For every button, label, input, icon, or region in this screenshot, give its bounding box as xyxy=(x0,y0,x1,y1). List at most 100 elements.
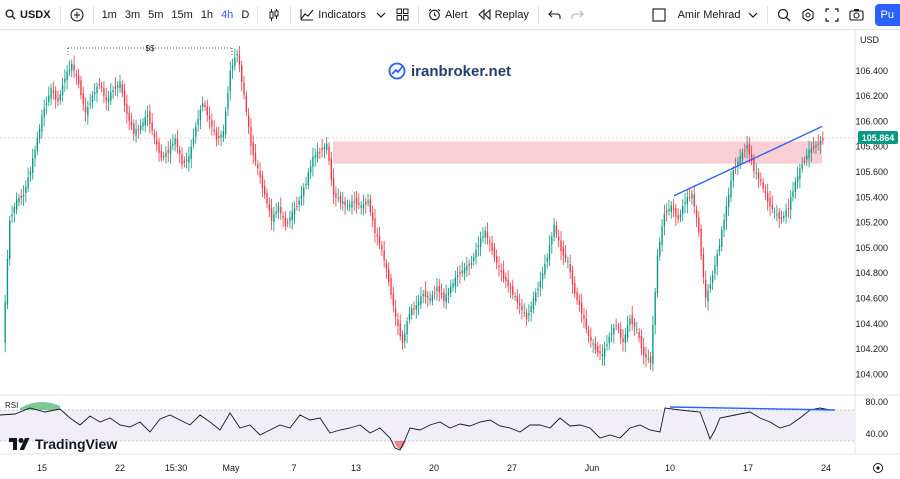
candle-body xyxy=(348,204,351,207)
candle-body xyxy=(638,332,640,339)
candle-body xyxy=(392,293,395,306)
layout-select[interactable]: Amir Mehrad xyxy=(647,0,763,30)
range-annotation[interactable]: $$ xyxy=(67,44,233,56)
candle-body xyxy=(523,312,525,314)
candle-body xyxy=(185,159,188,162)
candle-body xyxy=(34,149,36,159)
candle-body xyxy=(319,151,321,153)
settings-button[interactable] xyxy=(796,0,820,30)
candle-body xyxy=(367,200,369,203)
candle-body xyxy=(337,197,339,199)
candle-body xyxy=(700,228,702,256)
time-tick: 22 xyxy=(115,463,125,473)
candle-body xyxy=(748,143,751,155)
tradingview-logo[interactable]: TradingView xyxy=(8,436,117,452)
timeframe-4h[interactable]: 4h xyxy=(221,8,234,21)
timeframe-1m[interactable]: 1m xyxy=(101,8,117,21)
candle-body xyxy=(773,211,776,213)
time-axis[interactable]: 15 22 15:30 May 7 13 20 27 Jun 10 17 24 xyxy=(0,453,900,473)
rsi-indicator-label[interactable]: RSI xyxy=(5,401,19,410)
time-tick: 24 xyxy=(821,463,831,473)
candle-body xyxy=(518,303,521,306)
time-tick: 15 xyxy=(37,463,47,473)
timeframe-15m[interactable]: 15m xyxy=(171,8,193,21)
candle-body xyxy=(107,97,110,102)
quick-search-button[interactable] xyxy=(772,0,796,30)
timeframe-3m[interactable]: 3m xyxy=(124,8,141,21)
scale-settings-icon[interactable] xyxy=(873,463,883,473)
time-tick: May xyxy=(222,463,240,473)
compare-button[interactable] xyxy=(65,0,89,30)
candle-body xyxy=(139,125,142,131)
candle-body xyxy=(482,236,484,239)
candle-body xyxy=(277,206,280,213)
candle-body xyxy=(661,226,663,245)
gear-icon xyxy=(801,7,814,22)
candle-body xyxy=(615,325,617,327)
candle-body xyxy=(456,275,459,278)
watermark: iranbroker.net xyxy=(388,62,511,80)
candle-body xyxy=(776,214,778,216)
candle-body xyxy=(790,197,792,210)
candle-body xyxy=(254,153,257,162)
currency-label[interactable]: USD xyxy=(860,35,880,45)
resistance-zone[interactable] xyxy=(333,141,822,164)
indicators-label: Indicators xyxy=(318,8,366,21)
candle-body xyxy=(801,164,803,169)
price-scale[interactable]: 106.400 106.200 106.000 105.800 105.600 … xyxy=(854,30,888,454)
user-name: Amir Mehrad xyxy=(677,8,741,21)
chart-type-button[interactable] xyxy=(262,0,286,30)
time-tick: 10 xyxy=(665,463,675,473)
candle-body xyxy=(135,129,137,136)
candle-body xyxy=(769,197,771,207)
indicators-button[interactable]: Indicators xyxy=(295,0,371,30)
candle-body xyxy=(585,318,587,330)
candle-body xyxy=(45,103,48,106)
alarm-clock-icon xyxy=(428,8,441,21)
indicators-templates-button[interactable] xyxy=(371,0,391,30)
replay-button[interactable]: Replay xyxy=(473,0,534,30)
candle-body xyxy=(71,63,73,71)
trendline[interactable] xyxy=(673,125,823,197)
candle-body xyxy=(73,64,75,71)
candle-body xyxy=(744,150,746,152)
candle-body xyxy=(514,296,516,298)
layouts-button[interactable] xyxy=(391,0,414,30)
timeframe-1h[interactable]: 1h xyxy=(200,8,214,21)
top-toolbar: USDX 1m 3m 5m 15m 1h 4h D Indicators Alert Rep… xyxy=(0,0,900,30)
candle-body xyxy=(548,244,551,260)
candle-body xyxy=(714,265,716,274)
candle-body xyxy=(66,71,68,81)
candle-body xyxy=(43,108,45,117)
snapshot-button[interactable] xyxy=(844,0,869,30)
price-pane[interactable]: $$ xyxy=(0,44,855,372)
rsi-tick: 80.00 xyxy=(865,397,888,407)
symbol-search[interactable]: USDX xyxy=(0,0,56,30)
timeframe-5m[interactable]: 5m xyxy=(148,8,164,21)
candle-body xyxy=(587,329,590,336)
candle-body xyxy=(339,195,342,203)
chart-canvas[interactable]: $$ 106.400 106.200 106.000 105.800 105.6… xyxy=(0,30,900,479)
candle-body xyxy=(4,301,6,343)
candle-body xyxy=(755,172,757,174)
undo-button[interactable] xyxy=(543,0,566,30)
candle-body xyxy=(571,269,574,285)
candle-body xyxy=(197,119,199,126)
redo-button[interactable] xyxy=(566,0,589,30)
rsi-pane[interactable]: 80.00 40.00 xyxy=(0,394,900,451)
alert-button[interactable]: Alert xyxy=(423,0,473,30)
candle-body xyxy=(257,164,259,169)
candle-body xyxy=(227,92,229,110)
candle-body xyxy=(378,236,381,245)
candle-body xyxy=(473,257,475,262)
rsi-divergence-line[interactable] xyxy=(669,406,836,411)
candle-body xyxy=(810,148,813,153)
candle-body xyxy=(94,92,96,95)
candle-body xyxy=(560,240,562,251)
publish-button[interactable]: Pu xyxy=(874,3,900,26)
timeframe-D[interactable]: D xyxy=(241,8,250,21)
magnifier-icon xyxy=(777,8,790,21)
candle-body xyxy=(617,327,620,330)
fullscreen-button[interactable] xyxy=(820,0,844,30)
candle-body xyxy=(603,348,606,357)
